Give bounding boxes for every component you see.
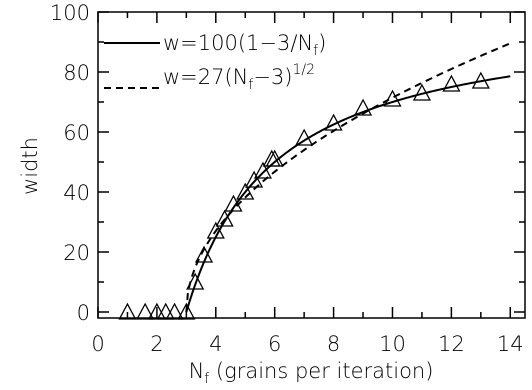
data-markers: [118, 71, 490, 320]
dashed-fit-curve: [185, 42, 511, 313]
data-point: [215, 209, 234, 227]
x-axis-label: Nf (grains per iteration): [189, 359, 434, 387]
data-point: [353, 98, 373, 116]
y-tick-label: 100: [50, 1, 90, 25]
data-point: [412, 83, 432, 101]
legend-solid-label: w=100(1−3/Nf): [163, 31, 326, 59]
y-tick-label: 40: [63, 181, 90, 205]
x-tick-label: 12: [438, 332, 465, 356]
x-tick-label: 2: [150, 332, 163, 356]
data-point: [186, 272, 205, 290]
data-point: [147, 302, 166, 320]
data-point: [471, 71, 490, 89]
plot-frame: [97, 11, 526, 319]
x-tick-label: 10: [379, 332, 406, 356]
data-point: [177, 302, 196, 320]
data-point: [156, 302, 175, 320]
tick-marks: [97, 11, 525, 318]
x-tick-label: 4: [209, 332, 222, 356]
legend-dashed-sup: 1/2: [293, 62, 316, 78]
legend-dashed-sub: f: [248, 77, 253, 93]
y-axis-label: width: [18, 137, 42, 195]
y-tick-label: 0: [77, 301, 90, 325]
data-point: [118, 302, 137, 320]
data-point: [442, 74, 461, 92]
data-point: [165, 302, 184, 320]
data-point: [194, 245, 214, 263]
data-point: [383, 89, 402, 107]
y-tick-label: 80: [63, 61, 90, 85]
data-point: [224, 194, 243, 212]
x-tick-label: 6: [268, 332, 281, 356]
data-point: [265, 149, 284, 167]
data-point: [253, 161, 272, 179]
x-tick-label: 8: [327, 332, 340, 356]
legend-dashed-label: w=27(Nf−3)1/2: [163, 62, 315, 93]
data-point: [324, 113, 343, 131]
x-tick-label: 14: [497, 332, 524, 356]
data-point: [295, 128, 314, 146]
data-point: [136, 302, 155, 320]
y-tick-label: 60: [63, 121, 90, 145]
y-tick-label: 20: [63, 241, 90, 265]
x-tick-label: 0: [91, 332, 104, 356]
x-axis-label-sub: f: [204, 371, 209, 387]
data-point: [244, 170, 264, 188]
solid-fit-curve: [185, 75, 511, 313]
tick-labels: 0 2 4 6 8 10 12 14 0 20 40 60 80 100: [50, 1, 524, 356]
data-point: [206, 221, 225, 239]
legend: w=100(1−3/Nf) w=27(Nf−3)1/2: [104, 31, 326, 93]
data-point: [236, 182, 255, 200]
legend-solid-sub: f: [313, 43, 318, 59]
